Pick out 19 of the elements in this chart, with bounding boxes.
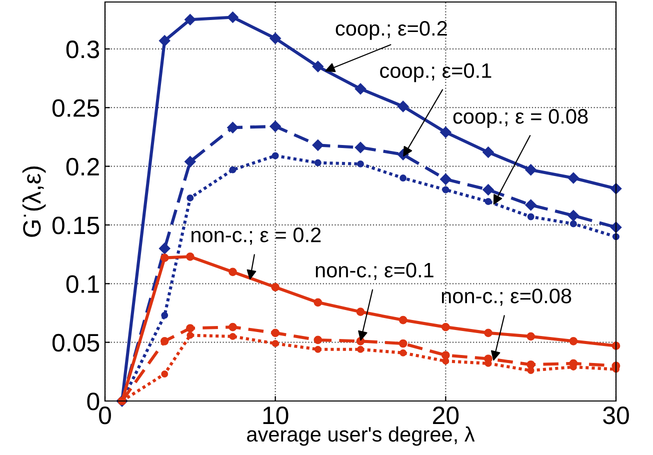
- x-tick-label: 0: [99, 406, 111, 424]
- y-tick-label: 0.15: [52, 216, 100, 234]
- x-tick-label: 20: [433, 406, 459, 424]
- x-tick-label: 30: [603, 406, 629, 424]
- y-axis-title: G$^{·}$(λ,ε): [22, 166, 46, 237]
- annotation: non-c.; ε=0.1: [316, 262, 434, 280]
- annotation: coop.; ε = 0.08: [453, 109, 588, 128]
- y-tick-label: 0.2: [66, 158, 99, 176]
- annotation: non-c.; ε = 0.2: [192, 228, 321, 245]
- annotation: coop.; ε=0.1: [380, 63, 492, 82]
- annotation: non-c.; ε=0.08: [442, 288, 572, 306]
- y-tick-label: 0.05: [52, 334, 100, 352]
- y-tick-label: 0.25: [52, 99, 100, 117]
- annotation: coop.; ε=0.2: [336, 21, 447, 40]
- y-tick-label: 0: [87, 392, 100, 410]
- x-axis-title: average user's degree, λ: [247, 426, 475, 446]
- y-tick-label: 0.1: [66, 275, 99, 293]
- x-tick-label: 10: [263, 406, 288, 424]
- y-tick-label: 0.3: [66, 40, 100, 58]
